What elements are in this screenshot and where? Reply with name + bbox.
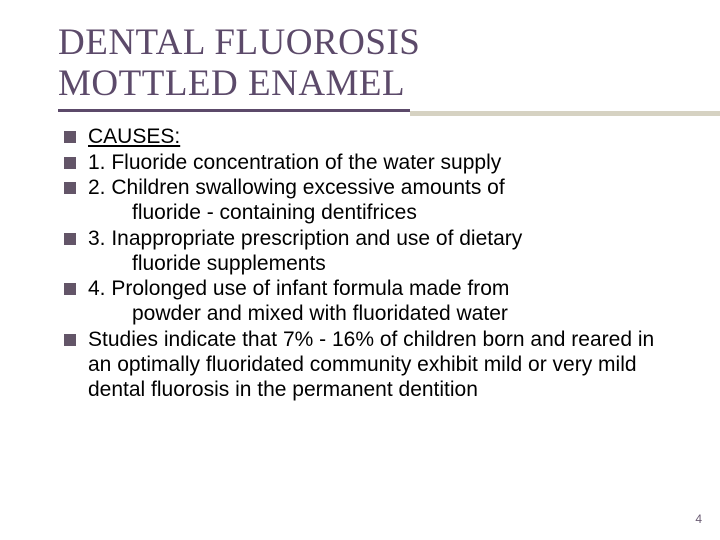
slide: DENTAL FLUOROSIS MOTTLED ENAMEL CAUSES: … — [0, 0, 720, 540]
list-item: 3. Inappropriate prescription and use of… — [64, 227, 680, 277]
slide-title: DENTAL FLUOROSIS MOTTLED ENAMEL — [58, 22, 680, 105]
title-line-2: MOTTLED ENAMEL — [58, 63, 680, 104]
bullet-text: 3. Inappropriate prescription and use of… — [88, 227, 522, 250]
title-underline — [58, 109, 680, 115]
bullet-text: CAUSES: — [88, 125, 180, 148]
bullet-text: Studies indicate that 7% - 16% of childr… — [88, 328, 654, 401]
title-line-1: DENTAL FLUOROSIS — [58, 22, 680, 63]
list-item: 1. Fluoride concentration of the water s… — [64, 151, 680, 176]
list-item: Studies indicate that 7% - 16% of childr… — [64, 328, 680, 402]
list-item: 2. Children swallowing excessive amounts… — [64, 176, 680, 226]
bullet-text: 4. Prolonged use of infant formula made … — [88, 277, 509, 300]
bullet-cont: fluoride - containing dentifrices — [88, 201, 680, 226]
bullet-text: 2. Children swallowing excessive amounts… — [88, 176, 505, 199]
bullet-list: CAUSES: 1. Fluoride concentration of the… — [58, 125, 680, 402]
bullet-text: 1. Fluoride concentration of the water s… — [88, 151, 501, 174]
page-number: 4 — [695, 512, 702, 526]
list-item: CAUSES: — [64, 125, 680, 150]
list-item: 4. Prolonged use of infant formula made … — [64, 277, 680, 327]
bullet-cont: fluoride supplements — [88, 252, 680, 277]
bullet-cont: powder and mixed with fluoridated water — [88, 302, 680, 327]
